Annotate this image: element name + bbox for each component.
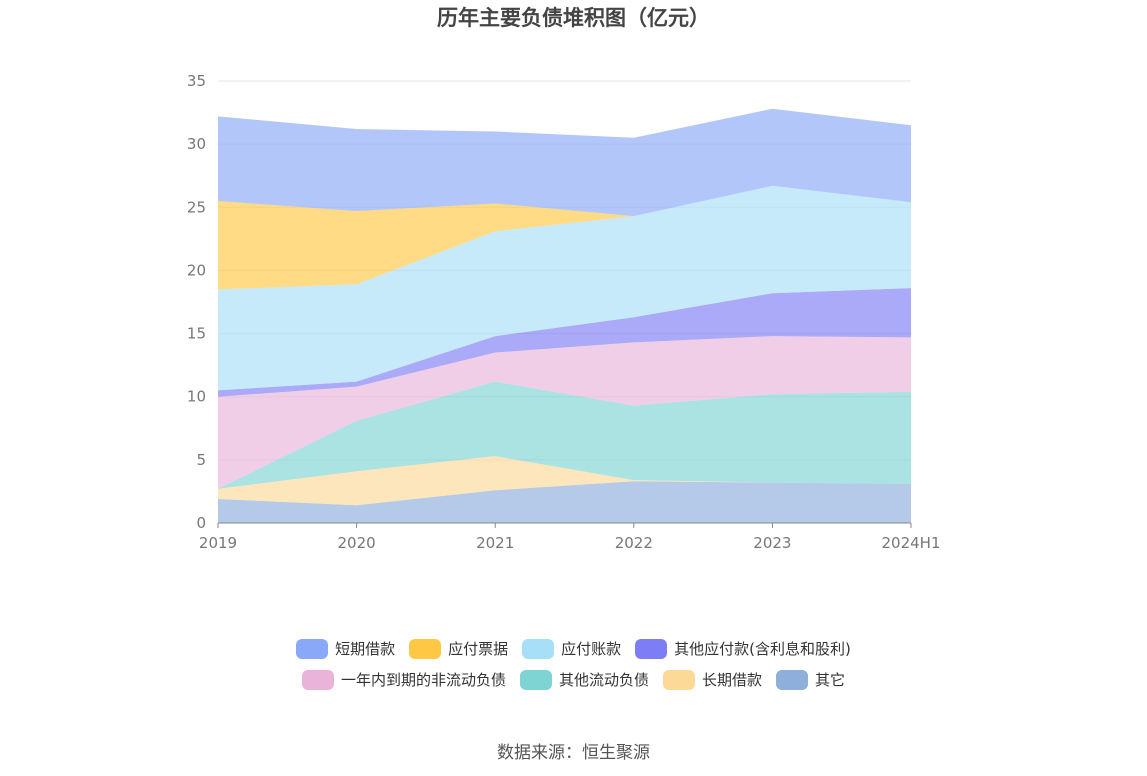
legend-swatch	[663, 669, 695, 690]
legend-item[interactable]: 其它	[776, 669, 845, 690]
legend-label: 其他流动负债	[558, 671, 649, 689]
area-series-3	[218, 336, 911, 489]
x-tick-label: 2022	[615, 534, 653, 552]
legend-swatch	[409, 638, 442, 659]
legend-item[interactable]: 应付账款	[522, 638, 621, 659]
area-series-4	[218, 288, 911, 397]
y-tick-label: 25	[187, 198, 206, 216]
area-series-2	[218, 381, 911, 489]
legend-swatch	[776, 669, 809, 690]
legend-label: 长期借款	[702, 671, 763, 689]
x-tick-label: 2020	[338, 534, 376, 552]
area-series	[218, 108, 911, 523]
legend-swatch	[296, 638, 329, 659]
area-series-5	[218, 185, 911, 391]
x-tick-label: 2019	[199, 534, 237, 552]
y-tick-label: 15	[187, 325, 206, 343]
y-tick-label: 10	[187, 388, 206, 406]
legend-item[interactable]: 短期借款	[296, 638, 395, 659]
x-tick-label: 2024H1	[882, 534, 941, 552]
legend-label: 其它	[815, 671, 846, 689]
chart-title: 历年主要负债堆积图（亿元）	[437, 6, 710, 30]
legend-item[interactable]: 长期借款	[663, 669, 762, 690]
y-tick-label: 0	[196, 514, 206, 532]
legend-swatch	[519, 669, 552, 690]
legend-row: 一年内到期的非流动负债 其他流动负债 长期借款 其它	[0, 669, 1147, 690]
y-tick-label: 35	[187, 72, 206, 90]
legend-row: 短期借款 应付票据 应付账款 其他应付款(含利息和股利)	[0, 638, 1147, 659]
x-tick-label: 2023	[753, 534, 791, 552]
area-series-0	[218, 481, 911, 523]
legend-label: 应付账款	[561, 640, 622, 658]
area-series-6	[218, 185, 911, 290]
area-series-1	[218, 456, 911, 506]
x-tick-label: 2021	[476, 534, 514, 552]
legend-item[interactable]: 其他流动负债	[519, 669, 649, 690]
legend-item[interactable]: 应付票据	[409, 638, 508, 659]
area-series-7	[218, 108, 911, 217]
legend-item[interactable]: 一年内到期的非流动负债	[301, 669, 506, 690]
y-tick-label: 20	[187, 261, 206, 279]
legend-swatch	[522, 638, 555, 659]
legend-label: 一年内到期的非流动负债	[340, 671, 506, 689]
axes: 0 5 10 15 20 25 30 35 2019 2020 2021 2022 2023 2024H1	[187, 72, 941, 552]
legend-swatch	[635, 638, 668, 659]
legend-label: 短期借款	[335, 640, 396, 658]
legend-label: 其他应付款(含利息和股利)	[674, 640, 851, 658]
y-tick-label: 30	[187, 135, 206, 153]
source-note: 数据来源：恒生聚源	[497, 743, 650, 763]
legend-swatch	[301, 669, 334, 690]
legend-label: 应付票据	[448, 640, 509, 658]
legend: 短期借款 应付票据 应付账款 其他应付款(含利息和股利) 一年内到期的非流动负债 其他流动…	[0, 638, 1147, 700]
y-tick-label: 5	[196, 451, 206, 469]
legend-item[interactable]: 其他应付款(含利息和股利)	[635, 638, 851, 659]
stacked-area-chart: 0 5 10 15 20 25 30 35 2019 2020 2021 2022 2023 2024H1	[187, 72, 941, 552]
